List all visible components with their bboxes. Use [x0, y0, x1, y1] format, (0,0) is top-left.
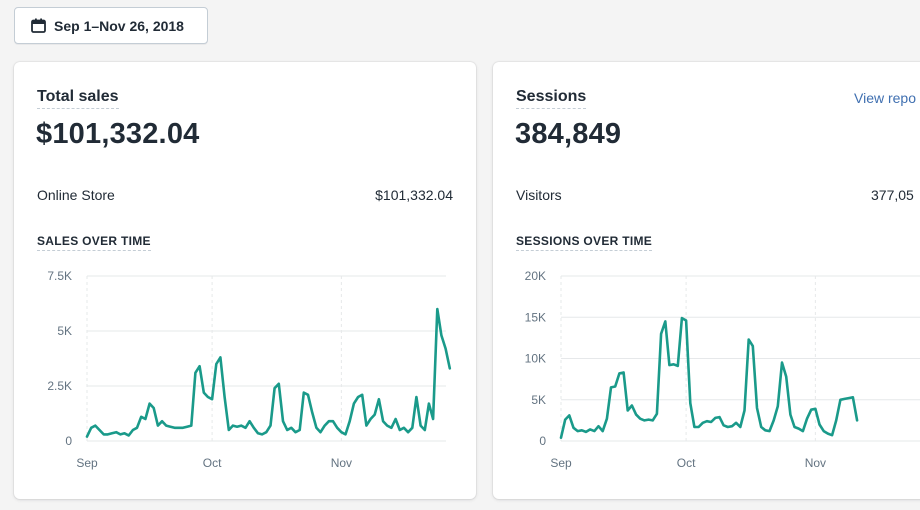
view-report-link[interactable]: View repo — [854, 90, 917, 106]
x-tick-label: Oct — [203, 456, 222, 470]
date-range-label: Sep 1–Nov 26, 2018 — [54, 17, 184, 34]
y-tick-label: 10K — [525, 352, 546, 366]
date-range-button[interactable]: Sep 1–Nov 26, 2018 — [14, 7, 208, 44]
y-tick-label: 0 — [539, 434, 546, 448]
y-tick-label: 7.5K — [47, 269, 72, 283]
x-tick-label: Nov — [805, 456, 826, 470]
sessions-card: Sessions View repo 384,849 Visitors 377,… — [493, 62, 920, 499]
sessions-value: 384,849 — [515, 118, 622, 150]
sales-chart-title[interactable]: SALES OVER TIME — [37, 234, 151, 251]
total-sales-card: Total sales $101,332.04 Online Store $10… — [14, 62, 476, 499]
x-tick-label: Sep — [76, 456, 98, 470]
y-tick-label: 5K — [57, 324, 72, 338]
y-tick-label: 20K — [525, 269, 546, 283]
y-tick-label: 2.5K — [47, 379, 72, 393]
series-line — [85, 307, 452, 438]
sessions-over-time-chart: 0 5K 10K 15K 20K Sep Oct Nov — [525, 269, 920, 470]
online-store-value: $101,332.04 — [375, 187, 453, 203]
y-tick-label: 15K — [525, 310, 546, 324]
series-line — [559, 316, 859, 439]
y-tick-label: 0 — [65, 434, 72, 448]
total-sales-title[interactable]: Total sales — [37, 88, 119, 109]
visitors-label: Visitors — [516, 187, 562, 203]
y-tick-label: 5K — [531, 393, 546, 407]
online-store-label: Online Store — [37, 187, 115, 203]
visitors-value: 377,05 — [871, 187, 914, 203]
x-tick-label: Oct — [677, 456, 696, 470]
x-tick-label: Nov — [331, 456, 352, 470]
sessions-chart-title[interactable]: SESSIONS OVER TIME — [516, 234, 653, 251]
sales-over-time-chart: 0 2.5K 5K 7.5K Sep Oct Nov — [47, 269, 452, 470]
x-tick-label: Sep — [550, 456, 572, 470]
sessions-title[interactable]: Sessions — [516, 88, 587, 109]
calendar-icon — [30, 17, 47, 34]
total-sales-value: $101,332.04 — [36, 118, 200, 150]
